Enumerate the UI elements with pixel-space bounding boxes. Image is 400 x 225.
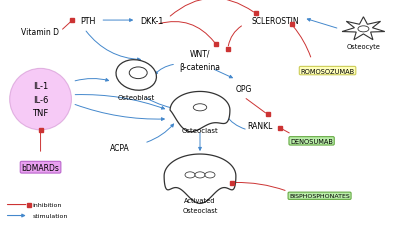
Text: stimulation: stimulation bbox=[32, 213, 68, 218]
Ellipse shape bbox=[358, 27, 369, 33]
Text: Osteocyte: Osteocyte bbox=[346, 44, 380, 50]
Text: IL-6: IL-6 bbox=[33, 95, 48, 104]
Text: WNT/: WNT/ bbox=[190, 49, 210, 58]
Text: BISPHOSPHONATES: BISPHOSPHONATES bbox=[289, 194, 350, 198]
Text: ROMOSOZUMAB: ROMOSOZUMAB bbox=[300, 68, 355, 74]
Text: Activated: Activated bbox=[184, 197, 216, 203]
Text: ACPA: ACPA bbox=[110, 143, 130, 152]
Text: Osteoblast: Osteoblast bbox=[118, 94, 155, 101]
Polygon shape bbox=[164, 154, 236, 203]
Text: bDMARDs: bDMARDs bbox=[22, 163, 60, 172]
Ellipse shape bbox=[10, 69, 72, 130]
Ellipse shape bbox=[129, 68, 147, 79]
Text: OPG: OPG bbox=[236, 84, 252, 93]
Text: Osteoclast: Osteoclast bbox=[182, 127, 218, 133]
Text: β-catenina: β-catenina bbox=[180, 62, 220, 71]
Text: RANKL: RANKL bbox=[247, 122, 272, 130]
Text: Osteoclast: Osteoclast bbox=[182, 207, 218, 213]
Polygon shape bbox=[170, 92, 230, 132]
Polygon shape bbox=[342, 18, 385, 40]
Text: Vitamin D: Vitamin D bbox=[21, 27, 59, 36]
Ellipse shape bbox=[195, 172, 205, 178]
Ellipse shape bbox=[193, 104, 207, 111]
Ellipse shape bbox=[116, 61, 156, 91]
Text: DENOSUMAB: DENOSUMAB bbox=[290, 138, 333, 144]
Text: PTH: PTH bbox=[81, 16, 96, 25]
Text: DKK-1: DKK-1 bbox=[140, 16, 164, 25]
Text: SCLEROSTIN: SCLEROSTIN bbox=[252, 16, 300, 25]
Text: IL-1: IL-1 bbox=[33, 82, 48, 91]
Ellipse shape bbox=[185, 172, 195, 178]
Ellipse shape bbox=[205, 172, 215, 178]
Text: TNF: TNF bbox=[32, 108, 49, 117]
Text: inhibition: inhibition bbox=[32, 202, 62, 207]
